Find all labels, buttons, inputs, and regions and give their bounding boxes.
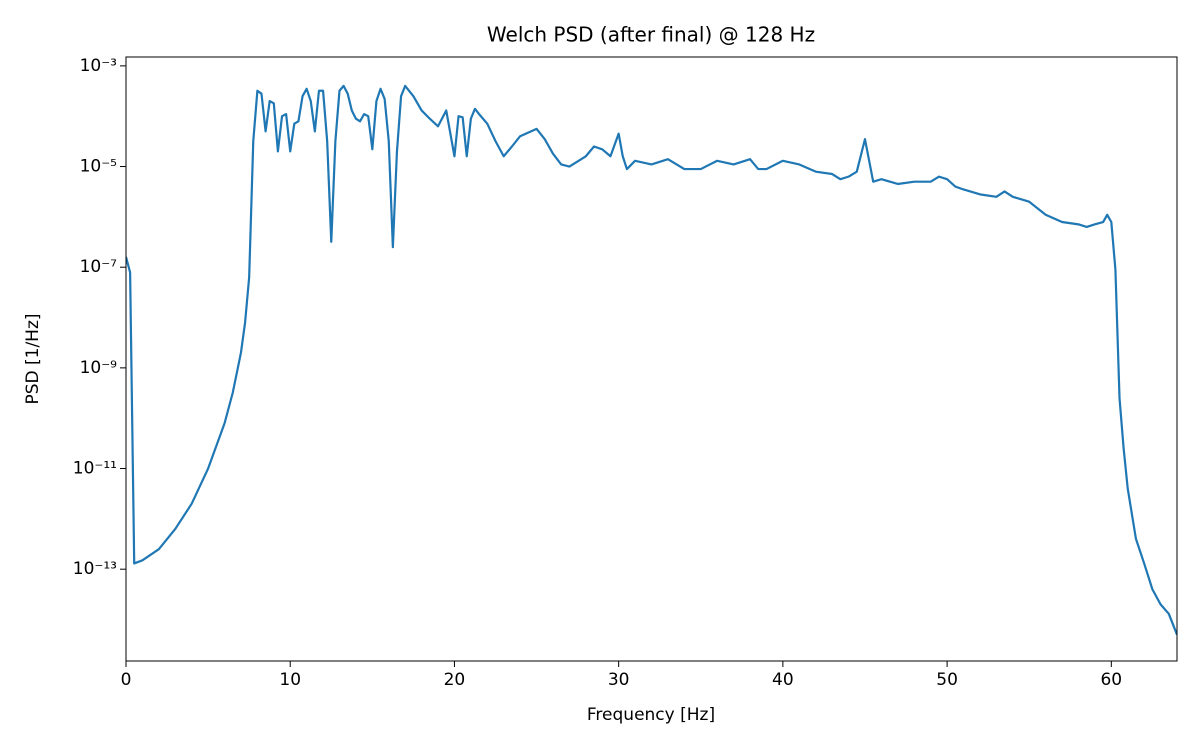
y-tick-label: 10⁻³ — [80, 56, 117, 76]
y-tick-label: 10⁻⁵ — [80, 157, 117, 177]
x-tick-label: 0 — [121, 670, 132, 690]
x-tick-label: 40 — [772, 670, 794, 690]
y-tick-label: 10⁻⁷ — [80, 257, 118, 277]
x-tick-label: 60 — [1100, 670, 1122, 690]
x-tick-label: 10 — [279, 670, 301, 690]
y-tick-label: 10⁻¹¹ — [73, 459, 117, 479]
x-tick-label: 50 — [936, 670, 958, 690]
x-axis-label: Frequency [Hz] — [587, 705, 715, 725]
psd-line — [126, 84, 1177, 636]
plot-frame — [125, 56, 1178, 662]
y-tick-label: 10⁻⁹ — [80, 358, 118, 378]
y-axis-label: PSD [1/Hz] — [23, 313, 43, 404]
chart-title: Welch PSD (after final) @ 128 Hz — [487, 23, 815, 47]
x-tick-label: 20 — [444, 670, 466, 690]
x-tick-label: 30 — [608, 670, 630, 690]
y-tick-label: 10⁻¹³ — [73, 559, 117, 579]
